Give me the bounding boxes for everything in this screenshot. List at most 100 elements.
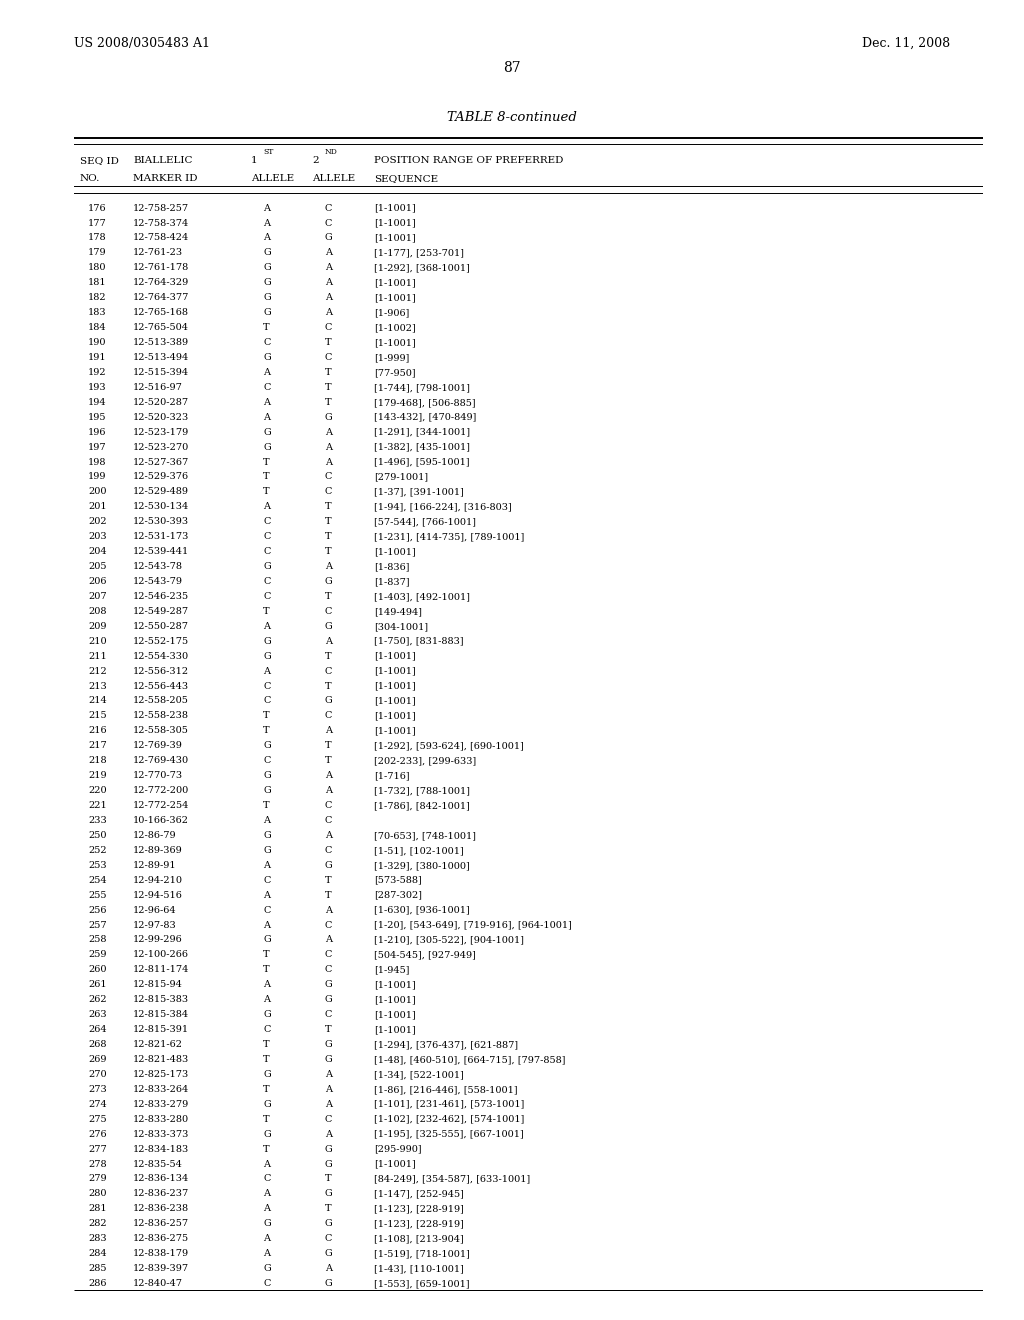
Text: G: G [263,652,271,661]
Text: 253: 253 [88,861,106,870]
Text: 12-765-504: 12-765-504 [133,323,189,333]
Text: 12-96-64: 12-96-64 [133,906,177,915]
Text: 10-166-362: 10-166-362 [133,816,189,825]
Text: [1-195], [325-555], [667-1001]: [1-195], [325-555], [667-1001] [374,1130,523,1139]
Text: G: G [325,1159,333,1168]
Text: MARKER ID: MARKER ID [133,174,198,183]
Text: 12-840-47: 12-840-47 [133,1279,183,1288]
Text: G: G [325,234,333,243]
Text: 12-838-179: 12-838-179 [133,1249,189,1258]
Text: 12-552-175: 12-552-175 [133,636,189,645]
Text: 194: 194 [88,397,106,407]
Text: [1-123], [228-919]: [1-123], [228-919] [374,1220,464,1228]
Text: G: G [263,636,271,645]
Text: 207: 207 [88,591,106,601]
Text: A: A [325,771,332,780]
Text: 183: 183 [88,308,106,317]
Text: 213: 213 [88,681,106,690]
Text: [1-294], [376-437], [621-887]: [1-294], [376-437], [621-887] [374,1040,518,1049]
Text: 12-530-393: 12-530-393 [133,517,189,527]
Text: A: A [325,830,332,840]
Text: 12-765-168: 12-765-168 [133,308,189,317]
Text: T: T [325,546,331,556]
Text: A: A [263,861,270,870]
Text: 12-764-329: 12-764-329 [133,279,189,288]
Text: 12-836-275: 12-836-275 [133,1234,189,1243]
Text: T: T [325,383,331,392]
Text: 12-539-441: 12-539-441 [133,546,189,556]
Text: 199: 199 [88,473,106,482]
Text: [1-101], [231-461], [573-1001]: [1-101], [231-461], [573-1001] [374,1100,524,1109]
Text: [573-588]: [573-588] [374,875,422,884]
Text: [1-519], [718-1001]: [1-519], [718-1001] [374,1249,470,1258]
Text: 12-543-78: 12-543-78 [133,562,183,572]
Text: 276: 276 [88,1130,106,1139]
Text: A: A [263,995,270,1005]
Text: A: A [263,203,270,213]
Text: [1-732], [788-1001]: [1-732], [788-1001] [374,787,470,795]
Text: A: A [325,1265,332,1272]
Text: A: A [325,248,332,257]
Text: G: G [263,352,271,362]
Text: T: T [325,591,331,601]
Text: 202: 202 [88,517,106,527]
Text: [295-990]: [295-990] [374,1144,422,1154]
Text: A: A [325,1085,332,1094]
Text: [1-1001]: [1-1001] [374,338,416,347]
Text: G: G [325,1055,333,1064]
Text: [1-1001]: [1-1001] [374,726,416,735]
Text: A: A [325,726,332,735]
Text: 264: 264 [88,1026,106,1034]
Text: T: T [325,681,331,690]
Text: [1-716]: [1-716] [374,771,410,780]
Text: A: A [325,279,332,288]
Text: T: T [325,517,331,527]
Text: A: A [263,219,270,227]
Text: C: C [325,352,332,362]
Text: 180: 180 [88,264,106,272]
Text: [1-837]: [1-837] [374,577,410,586]
Text: G: G [325,1040,333,1049]
Text: A: A [325,308,332,317]
Text: POSITION RANGE OF PREFERRED: POSITION RANGE OF PREFERRED [374,156,563,165]
Text: [1-20], [543-649], [719-916], [964-1001]: [1-20], [543-649], [719-916], [964-1001] [374,920,571,929]
Text: [1-750], [831-883]: [1-750], [831-883] [374,636,464,645]
Text: A: A [263,1204,270,1213]
Text: 283: 283 [88,1234,106,1243]
Text: 256: 256 [88,906,106,915]
Text: G: G [325,995,333,1005]
Text: 12-770-73: 12-770-73 [133,771,183,780]
Text: C: C [263,517,270,527]
Text: [84-249], [354-587], [633-1001]: [84-249], [354-587], [633-1001] [374,1175,530,1184]
Text: T: T [263,1144,269,1154]
Text: C: C [263,875,270,884]
Text: [1-1001]: [1-1001] [374,995,416,1005]
Text: C: C [325,711,332,721]
Text: SEQUENCE: SEQUENCE [374,174,438,183]
Text: [1-553], [659-1001]: [1-553], [659-1001] [374,1279,469,1288]
Text: [1-1001]: [1-1001] [374,981,416,989]
Text: 12-761-23: 12-761-23 [133,248,183,257]
Text: G: G [263,428,271,437]
Text: [1-329], [380-1000]: [1-329], [380-1000] [374,861,470,870]
Text: G: G [263,936,271,945]
Text: 12-86-79: 12-86-79 [133,830,177,840]
Text: 285: 285 [88,1265,106,1272]
Text: A: A [263,1234,270,1243]
Text: 286: 286 [88,1279,106,1288]
Text: G: G [263,1265,271,1272]
Text: 2: 2 [312,156,318,165]
Text: [1-1001]: [1-1001] [374,1026,416,1034]
Text: 12-836-257: 12-836-257 [133,1220,189,1228]
Text: [1-37], [391-1001]: [1-37], [391-1001] [374,487,464,496]
Text: T: T [325,875,331,884]
Text: 214: 214 [88,697,106,705]
Text: 12-520-323: 12-520-323 [133,413,189,421]
Text: G: G [263,787,271,795]
Text: G: G [325,697,333,705]
Text: T: T [263,801,269,810]
Text: SEQ ID: SEQ ID [80,156,119,165]
Text: C: C [263,1026,270,1034]
Text: C: C [325,920,332,929]
Text: G: G [263,442,271,451]
